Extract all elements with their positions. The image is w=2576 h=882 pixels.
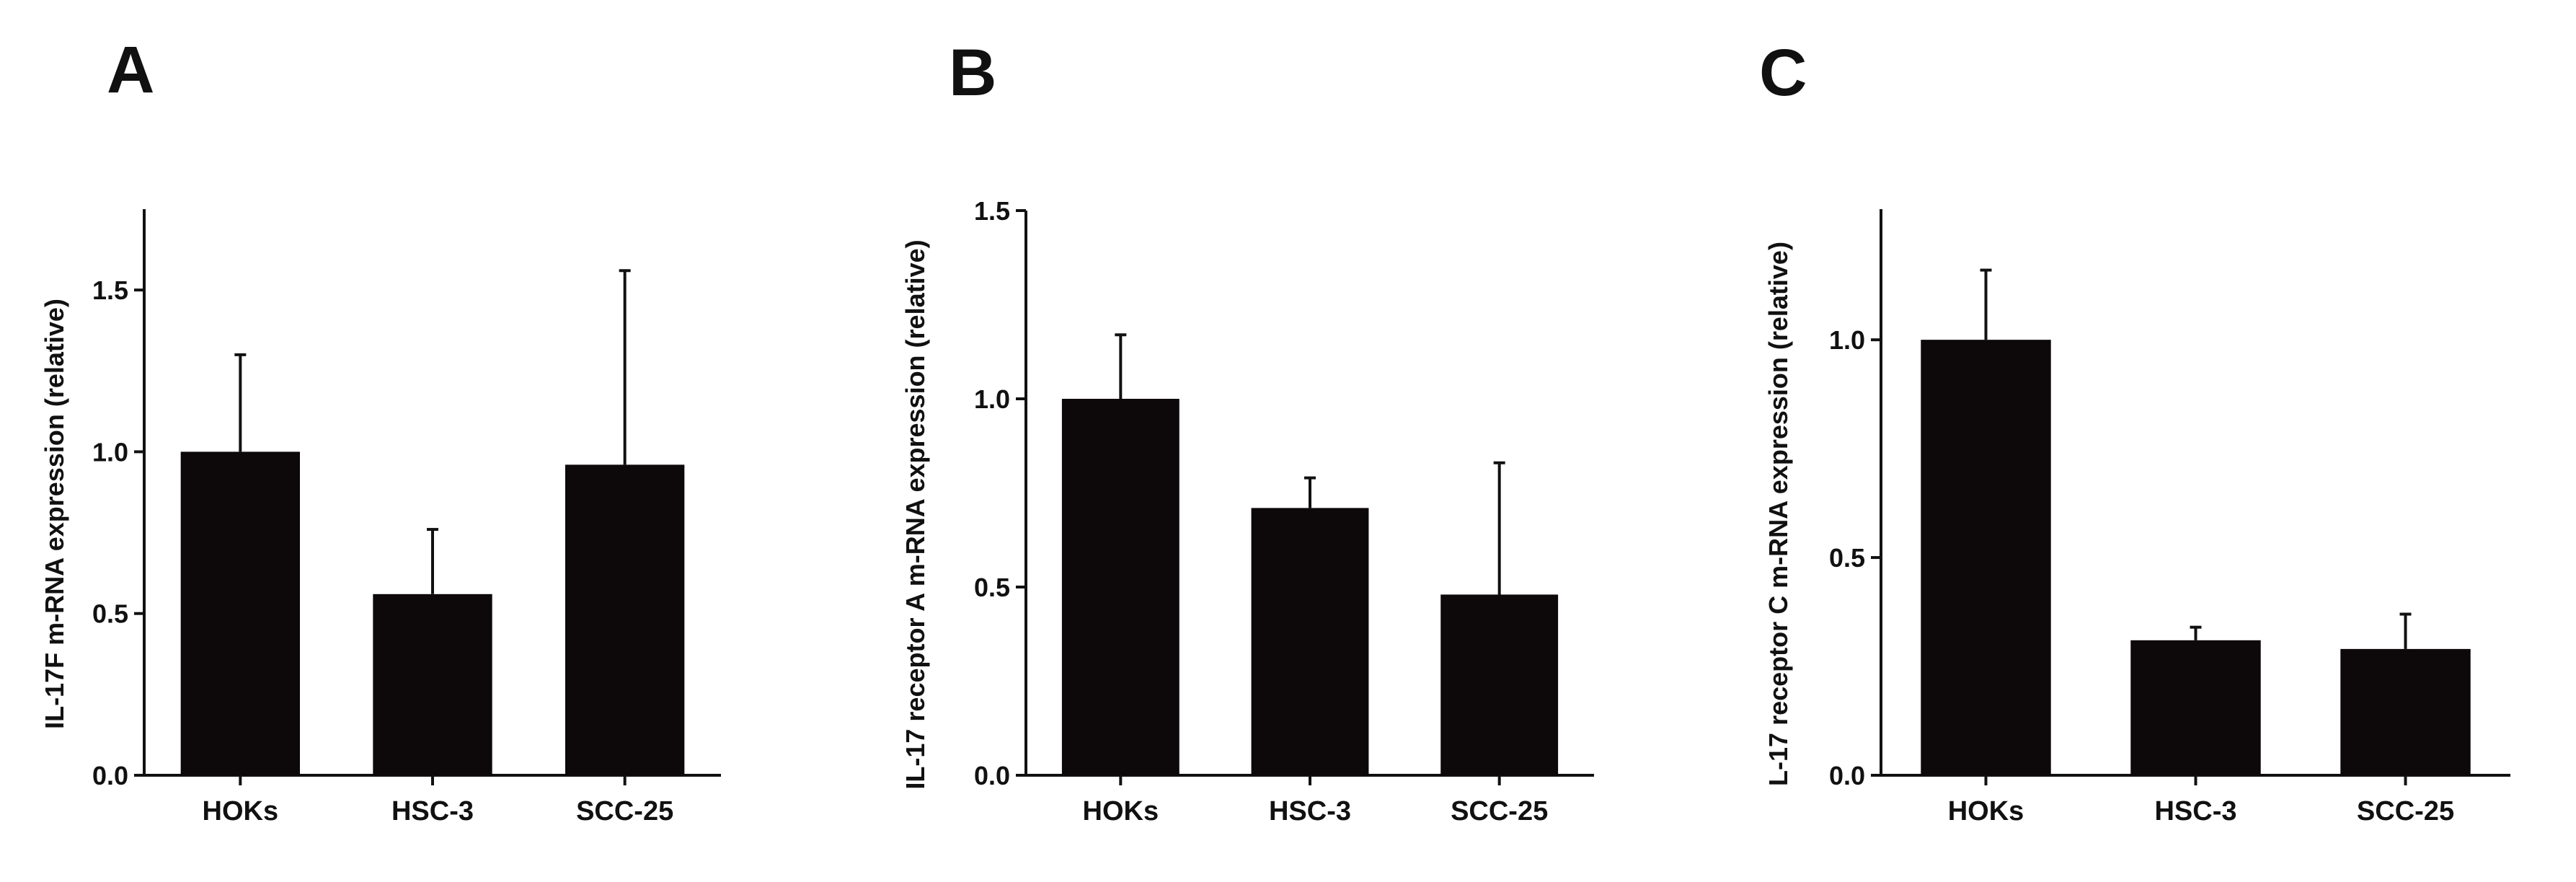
bar-a-2 (565, 464, 685, 775)
x-tick-label-b-2: SCC-25 (1451, 796, 1548, 826)
x-tick-label-a-0: HOKs (203, 796, 279, 826)
bar-a-1 (373, 594, 492, 775)
y-tick-label-c-1: 0.5 (1829, 543, 1865, 573)
chart-a: A 0.0 0.5 1.0 1.5 HOKs HSC-3 SCC-25 IL-17F m-RN… (40, 33, 721, 826)
x-tick-label-b-0: HOKs (1083, 796, 1159, 826)
y-tick-label-c-0: 0.0 (1829, 761, 1865, 790)
y-tick-label-a-0: 0.0 (92, 761, 128, 790)
chart-b: B 0.0 0.5 1.0 1.5 HOKs HSC-3 SCC-25 IL-17 recep… (900, 36, 1594, 826)
y-axis-title-c: L-17 receptor C m-RNA expression (relati… (1763, 242, 1793, 786)
bar-b-1 (1251, 508, 1369, 775)
bar-c-1 (2130, 640, 2261, 775)
y-axis-title-a: IL-17F m-RNA expression (relative) (40, 299, 69, 729)
y-tick-label-c-2: 1.0 (1829, 325, 1865, 355)
y-tick-label-b-1: 0.5 (974, 573, 1010, 602)
panel-c: C 0.0 0.5 1.0 HOKs HSC-3 SCC-25 L-17 receptor … (1717, 0, 2576, 882)
y-tick-label-b-2: 1.0 (974, 384, 1010, 414)
y-tick-label-b-0: 0.0 (974, 761, 1010, 790)
bar-c-2 (2340, 648, 2471, 775)
x-tick-label-a-2: SCC-25 (576, 796, 673, 826)
panel-a: A 0.0 0.5 1.0 1.5 HOKs HSC-3 SCC-25 IL-17F m-RN… (0, 0, 859, 882)
x-tick-label-c-0: HOKs (1948, 796, 2024, 826)
x-tick-label-c-2: SCC-25 (2357, 796, 2454, 826)
panel-letter-a: A (107, 33, 154, 107)
panel-letter-b: B (949, 36, 996, 110)
chart-c: C 0.0 0.5 1.0 HOKs HSC-3 SCC-25 L-17 receptor … (1759, 36, 2510, 826)
panel-letter-c: C (1759, 36, 1807, 110)
x-tick-label-c-1: HSC-3 (2154, 796, 2236, 826)
x-tick-label-b-1: HSC-3 (1269, 796, 1351, 826)
bar-b-0 (1061, 399, 1179, 775)
bar-b-2 (1440, 594, 1559, 775)
bar-a-0 (180, 451, 300, 775)
x-tick-label-a-1: HSC-3 (391, 796, 474, 826)
y-tick-label-b-3: 1.5 (974, 196, 1010, 226)
panel-b: B 0.0 0.5 1.0 1.5 HOKs HSC-3 SCC-25 IL-17 recep… (859, 0, 1717, 882)
y-tick-label-a-1: 0.5 (92, 599, 128, 629)
y-axis-title-b: IL-17 receptor A m-RNA expression (relat… (900, 239, 930, 789)
y-tick-label-a-2: 1.0 (92, 437, 128, 467)
bar-c-0 (1921, 340, 2051, 776)
y-tick-label-a-3: 1.5 (92, 275, 128, 305)
